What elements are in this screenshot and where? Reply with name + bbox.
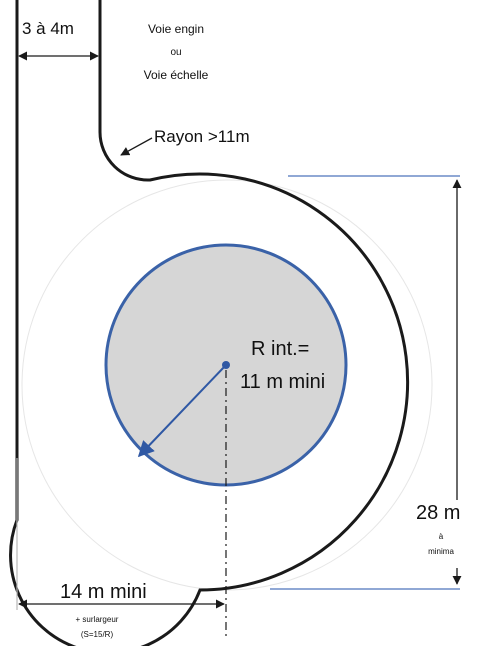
inner-radius-label-line2: 11 m mini: [240, 371, 325, 393]
diameter-sub-a: à: [439, 532, 444, 541]
road-width-label: 3 à 4m: [22, 19, 74, 38]
turn-radius-arrow: [120, 137, 153, 156]
lane-width-extra: + surlargeur: [76, 615, 119, 624]
lane-width-formula: (S=15/R): [81, 630, 114, 639]
road-type-line2: Voie échelle: [144, 68, 209, 82]
inner-radius-label-line1: R int.=: [251, 338, 309, 360]
diameter-label: 28 m: [416, 502, 460, 524]
road-type-or: ou: [170, 47, 181, 58]
turnaround-outline: [9, 0, 410, 646]
lane-width-label: 14 m mini: [60, 581, 147, 603]
road-type-line1: Voie engin: [148, 22, 204, 36]
construction-circle: [21, 179, 433, 591]
turn-radius-label: Rayon >11m: [154, 127, 250, 146]
inner-radius-arrow: [137, 364, 227, 458]
diameter-sub-minima: minima: [428, 547, 454, 556]
